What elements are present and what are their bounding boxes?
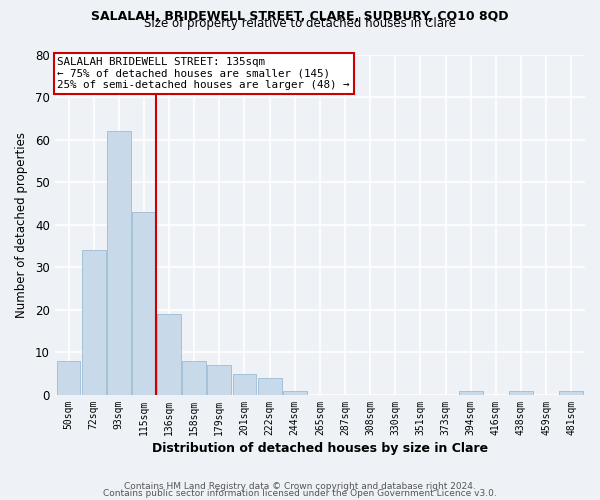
Y-axis label: Number of detached properties: Number of detached properties (15, 132, 28, 318)
Bar (132, 212, 156, 395)
Text: Size of property relative to detached houses in Clare: Size of property relative to detached ho… (144, 18, 456, 30)
Bar (257, 378, 281, 395)
Bar (283, 390, 307, 395)
Bar (157, 314, 181, 395)
Bar (82, 250, 106, 395)
Bar (559, 390, 583, 395)
X-axis label: Distribution of detached houses by size in Clare: Distribution of detached houses by size … (152, 442, 488, 455)
Text: SALALAH BRIDEWELL STREET: 135sqm
← 75% of detached houses are smaller (145)
25% : SALALAH BRIDEWELL STREET: 135sqm ← 75% o… (58, 56, 350, 90)
Text: Contains HM Land Registry data © Crown copyright and database right 2024.: Contains HM Land Registry data © Crown c… (124, 482, 476, 491)
Bar (107, 132, 131, 395)
Text: SALALAH, BRIDEWELL STREET, CLARE, SUDBURY, CO10 8QD: SALALAH, BRIDEWELL STREET, CLARE, SUDBUR… (91, 10, 509, 23)
Bar (459, 390, 482, 395)
Bar (208, 365, 231, 395)
Bar (56, 361, 80, 395)
Bar (182, 361, 206, 395)
Bar (233, 374, 256, 395)
Bar (509, 390, 533, 395)
Text: Contains public sector information licensed under the Open Government Licence v3: Contains public sector information licen… (103, 489, 497, 498)
